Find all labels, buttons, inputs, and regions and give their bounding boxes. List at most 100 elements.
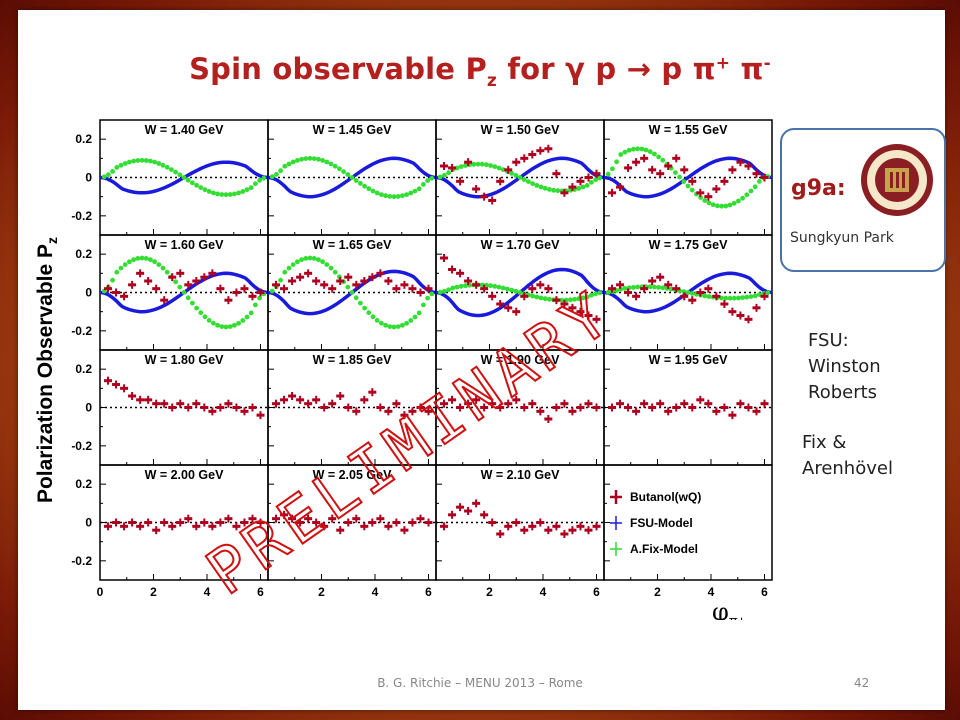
credit-line: Fix & bbox=[802, 432, 847, 453]
fix-model-point bbox=[148, 158, 153, 164]
credit-fsu: FSU: Winston Roberts bbox=[808, 328, 918, 406]
fix-model-point bbox=[307, 155, 313, 161]
fix-model-point bbox=[416, 186, 422, 192]
page-title: Spin observable Pz for γ p → p π+ π- bbox=[189, 52, 771, 91]
fix-model-point bbox=[362, 305, 367, 311]
fix-model-point bbox=[727, 295, 733, 301]
preliminary-watermark: PRELIMINARY bbox=[194, 276, 626, 609]
fix-model-point bbox=[135, 256, 141, 261]
panel-label: W = 1.65 GeV bbox=[313, 238, 393, 252]
fix-model-point bbox=[282, 163, 288, 169]
fix-model-point bbox=[223, 192, 229, 198]
fix-model-point bbox=[211, 320, 216, 326]
fix-model-point bbox=[206, 318, 212, 323]
fix-model-point bbox=[219, 324, 225, 329]
fix-model-point bbox=[589, 179, 594, 185]
fix-model-point bbox=[127, 259, 132, 265]
fix-model-point bbox=[752, 293, 758, 299]
fix-model-point bbox=[190, 300, 195, 306]
fix-model-point bbox=[731, 200, 737, 206]
footer-text: B. G. Ritchie – MENU 2013 – Rome bbox=[377, 676, 583, 690]
fix-model-point bbox=[484, 282, 489, 288]
slide bbox=[18, 10, 945, 710]
legend-label: A.Fix-Model bbox=[630, 542, 698, 556]
fix-model-point bbox=[269, 174, 275, 180]
fix-model-point bbox=[391, 194, 397, 200]
fix-model-point bbox=[366, 186, 372, 192]
y-tick-label: 0.2 bbox=[75, 247, 92, 261]
fix-model-point bbox=[408, 190, 414, 196]
fix-model-point bbox=[765, 290, 771, 296]
fix-model-point bbox=[605, 289, 611, 295]
fix-model-point bbox=[122, 161, 128, 166]
panel: W = 1.60 GeV bbox=[99, 234, 269, 351]
fix-model-point bbox=[610, 166, 615, 172]
fix-model-point bbox=[631, 146, 636, 152]
fix-model-point bbox=[190, 180, 195, 186]
fix-model-point bbox=[232, 322, 237, 328]
fix-model-point bbox=[131, 257, 136, 263]
fix-model-point bbox=[526, 179, 531, 184]
fix-model-point bbox=[513, 288, 519, 294]
legend-label: FSU-Model bbox=[630, 516, 693, 530]
fix-model-point bbox=[614, 159, 619, 165]
fix-model-point bbox=[643, 147, 649, 153]
fix-model-point bbox=[736, 198, 741, 204]
fix-model-point bbox=[257, 295, 262, 301]
credit-line: Roberts bbox=[808, 382, 878, 403]
fix-model-point bbox=[702, 198, 708, 203]
badge-title: g9a: bbox=[791, 176, 846, 201]
fix-model-point bbox=[652, 284, 657, 290]
fix-model-point bbox=[631, 285, 636, 290]
fix-model-point bbox=[395, 194, 401, 199]
panel-label: W = 1.90 GeV bbox=[481, 353, 561, 367]
fix-model-point bbox=[416, 310, 422, 316]
fix-model-point bbox=[131, 158, 136, 164]
fix-model-point bbox=[185, 177, 191, 183]
fix-model-point bbox=[286, 265, 292, 271]
fix-model-point bbox=[534, 183, 540, 188]
fix-model-point bbox=[584, 183, 590, 188]
fix-model-point bbox=[689, 187, 695, 193]
fix-model-point bbox=[597, 175, 603, 181]
polarization-chart: Polarization Observable Pz W = 1.40 GeV W … bbox=[34, 119, 773, 628]
credit-line: Winston bbox=[808, 356, 881, 377]
fix-model-point bbox=[236, 320, 242, 326]
panel-label: W = 1.60 GeV bbox=[145, 238, 225, 252]
y-tick-label: 0 bbox=[85, 401, 92, 415]
x-tick-label: 6 bbox=[593, 585, 600, 599]
fix-model-point bbox=[311, 156, 317, 161]
panel: W = 1.70 GeV bbox=[435, 234, 605, 351]
fix-model-point bbox=[748, 294, 754, 299]
fix-model-point bbox=[248, 185, 254, 191]
fix-model-point bbox=[454, 284, 460, 290]
legend-label: Butanol(wQ) bbox=[630, 490, 701, 504]
fix-model-point bbox=[374, 190, 380, 196]
fix-model-point bbox=[593, 291, 598, 297]
fix-model-point bbox=[706, 294, 712, 299]
fix-model-point bbox=[177, 284, 183, 290]
fix-model-point bbox=[194, 182, 200, 188]
fix-model-point bbox=[240, 189, 246, 194]
fix-model-point bbox=[253, 302, 258, 308]
x-tick-label: 2 bbox=[150, 585, 157, 599]
fix-model-point bbox=[379, 320, 384, 326]
fix-model-point bbox=[202, 314, 208, 320]
fix-model-point bbox=[429, 175, 435, 181]
fix-model-point bbox=[156, 161, 162, 166]
panel-label: W = 1.70 GeV bbox=[481, 238, 561, 252]
y-tick-label: -0.2 bbox=[71, 439, 92, 453]
panel: W = 2.05 GeV bbox=[267, 464, 437, 581]
fix-model-point bbox=[202, 187, 208, 193]
x-tick-label: 6 bbox=[425, 585, 432, 599]
fix-model-point bbox=[547, 187, 552, 192]
fix-model-point bbox=[446, 287, 451, 293]
fix-model-point bbox=[114, 269, 120, 275]
fix-model-point bbox=[198, 185, 204, 190]
fix-model-point bbox=[337, 166, 342, 172]
fix-model-point bbox=[647, 149, 653, 155]
fix-model-point bbox=[752, 184, 758, 190]
fix-model-point bbox=[551, 187, 556, 193]
fix-model-point bbox=[580, 184, 586, 190]
fix-model-point bbox=[160, 162, 166, 168]
